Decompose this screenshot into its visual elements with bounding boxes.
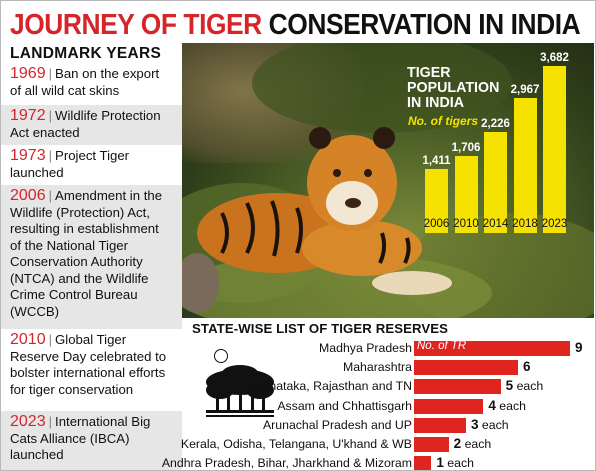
landmark-event: 2010 | Global Tiger Reserve Day celebrated… [1,329,182,411]
reserve-bar [414,360,518,376]
reserve-bar [414,379,501,395]
page-title: JOURNEY OF TIGER CONSERVATION IN INDIA [10,7,581,43]
reserve-bar [414,398,484,414]
population-bar [425,169,448,233]
population-value-label: 3,682 [540,52,569,64]
reserve-state-label: Andhra Pradesh, Bihar, Jharkhand & Mizor… [161,456,412,471]
event-text: Ban on the export of all wild cat skins [10,66,160,98]
reserves-chart-title: STATE-WISE LIST OF TIGER RESERVES [192,321,449,336]
population-chart-subtitle: No. of tigers [408,114,479,128]
event-text: Amendment in the Wildlife (Protection) A… [10,188,163,319]
event-separator: | [48,332,53,347]
reserve-value-label: 4 each [488,397,526,413]
reserve-state-label: Arunachal Pradesh and UP [262,417,412,432]
population-year-label: 2010 [453,218,479,230]
population-chart-title: TIGER POPULATION IN INDIA [407,64,500,111]
event-separator: | [48,66,53,81]
population-bar [543,66,566,233]
event-text: International Big Cats Alliance (IBCA) l… [10,414,151,462]
reserve-bar [414,417,466,433]
reserve-state-label: Assam and Chhattisgarh [277,398,412,413]
event-year: 2006 [10,187,46,204]
event-year: 1972 [10,107,46,124]
population-year-label: 2014 [482,218,509,230]
event-separator: | [48,148,53,163]
landmark-heading: LANDMARK YEARS [10,45,162,62]
population-value-label: 1,706 [451,141,481,154]
reserve-value-label: 2 each [453,436,492,451]
title-part-red: JOURNEY OF TIGER [10,9,262,41]
landmark-event: 2006 | Amendment in the Wildlife (Protecti… [1,185,182,329]
reserve-value-label: 6 [523,359,531,375]
reserve-state-label: Maharashtra [342,360,412,375]
landmark-event: 1972 | Wildlife Protection Act enacted [1,105,182,145]
event-text: Wildlife Protection Act enacted [10,108,161,140]
tiger-photo: 1,411 2006 1,706 2010 2,226 2014 2,967 2018 3,68… [182,43,594,318]
population-year-label: 2018 [512,218,538,230]
event-year: 1973 [10,147,46,164]
event-separator: | [48,188,53,203]
reserve-value-label: 1 each [436,455,474,471]
landmark-years-panel: LANDMARK YEARS 1969 | Ban on the export of… [1,43,182,470]
event-year: 2010 [10,331,46,348]
landmark-event: 1973 | Project Tiger launched [1,145,182,185]
reserve-state-label: Kerala, Odisha, Telangana, U'khand & WB [180,437,412,451]
reserve-value-label: 9 [575,340,583,355]
forest-icon [206,365,274,417]
sun-icon [214,349,228,363]
population-bar [484,132,507,233]
population-value-label: 2,967 [510,84,540,97]
event-text: Project Tiger launched [10,148,130,180]
tiger-illustration [182,43,594,318]
population-bar [513,98,537,233]
reserve-bar [414,341,570,356]
reserves-series-label: No. of TR [417,340,467,352]
landmark-event: 2023 | International Big Cats Alliance (IB… [1,411,182,470]
population-year-label: 2006 [423,218,450,230]
population-year-label: 2023 [541,218,568,230]
landmark-event: 1969 | Ban on the export of all wild cat s… [1,63,182,105]
reserve-value-label: 5 each [505,378,544,394]
population-value-label: 1,411 [422,155,451,167]
event-separator: | [48,414,53,429]
reserve-state-label: Madhya Pradesh [319,341,412,355]
event-text: Global Tiger Reserve Day celebrated to b… [10,332,167,397]
title-part-black: CONSERVATION IN INDIA [268,9,581,41]
reserve-value-label: 3 each [471,416,509,432]
reserve-state-label: Karnataka, Rajasthan and TN [250,379,412,394]
population-bar [454,155,478,233]
population-value-label: 2,226 [481,118,510,131]
event-separator: | [48,108,53,123]
event-year: 1969 [10,65,46,82]
reserve-bar [414,437,449,452]
reserve-bar [414,456,432,470]
event-year: 2023 [10,413,46,430]
